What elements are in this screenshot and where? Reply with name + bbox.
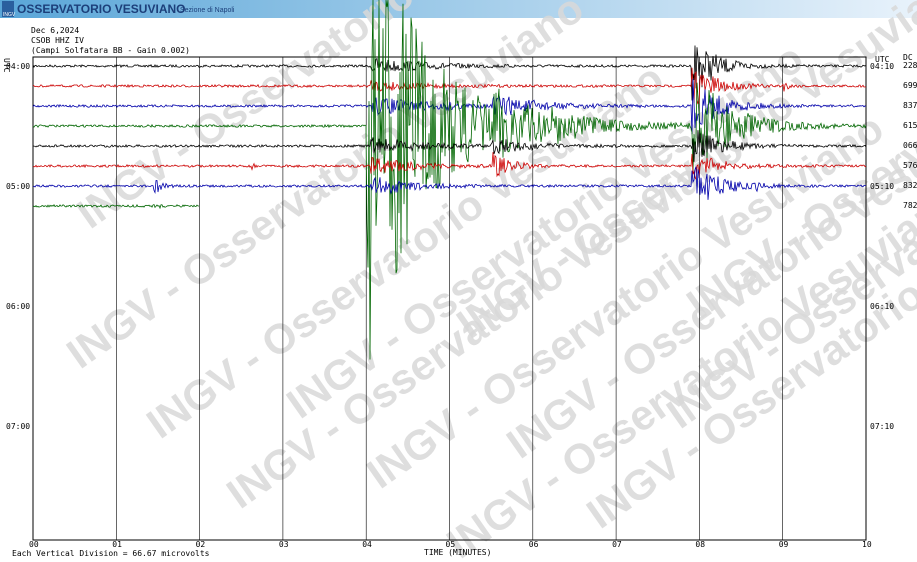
x-tick-label: 10 xyxy=(862,540,872,549)
dc-value: 066 xyxy=(903,141,917,150)
x-tick-label: 00 xyxy=(29,540,39,549)
right-time: 04:10 xyxy=(870,62,894,71)
left-time: 05:00 xyxy=(6,182,30,191)
dc-value: 2288 xyxy=(903,61,917,70)
right-time: 05:10 xyxy=(870,182,894,191)
x-tick-label: 05 xyxy=(446,540,456,549)
left-time: 06:00 xyxy=(6,302,30,311)
right-unit: UTC xyxy=(875,55,890,64)
date: Dec 6,2024 xyxy=(31,26,79,35)
x-tick-label: 06 xyxy=(529,540,539,549)
left-unit: UTC xyxy=(2,58,11,73)
trace xyxy=(32,130,867,162)
trace xyxy=(32,0,867,360)
dc-value: 832 xyxy=(903,181,917,190)
dc-value: 699 xyxy=(903,81,917,90)
left-time: 04:00 xyxy=(6,62,30,71)
header-title: OSSERVATORIO VESUVIANO xyxy=(17,2,185,16)
dc-label: DC xyxy=(903,53,913,62)
logo-text: INGV xyxy=(3,12,16,18)
trace xyxy=(32,203,199,210)
x-tick-label: 02 xyxy=(196,540,206,549)
x-tick-label: 08 xyxy=(695,540,705,549)
x-tick-label: 01 xyxy=(112,540,122,549)
trace xyxy=(32,67,866,105)
trace xyxy=(33,166,867,200)
left-time: 07:00 xyxy=(6,422,30,431)
logo xyxy=(2,1,14,17)
dc-value: 576 xyxy=(903,161,917,170)
right-time: 06:10 xyxy=(870,302,894,311)
header-bar xyxy=(0,0,917,18)
dc-value: 615 xyxy=(903,121,917,130)
footer: Each Vertical Division = 66.67 microvolt… xyxy=(12,549,210,558)
x-tick-label: 04 xyxy=(362,540,372,549)
right-time: 07:10 xyxy=(870,422,894,431)
x-tick-label: 03 xyxy=(279,540,289,549)
x-tick-label: 07 xyxy=(612,540,622,549)
x-tick-label: 09 xyxy=(779,540,789,549)
trace xyxy=(32,152,867,181)
trace xyxy=(32,45,867,101)
dc-value: 837 xyxy=(903,101,917,110)
x-label: TIME (MINUTES) xyxy=(424,548,491,557)
trace xyxy=(32,78,867,135)
station: CSOB HHZ IV xyxy=(31,36,84,45)
dc-value: 782 xyxy=(903,201,917,210)
description: (Campi Solfatara BB - Gain 0.002) xyxy=(31,46,190,55)
header-subtitle: Sezione di Napoli xyxy=(180,7,235,14)
